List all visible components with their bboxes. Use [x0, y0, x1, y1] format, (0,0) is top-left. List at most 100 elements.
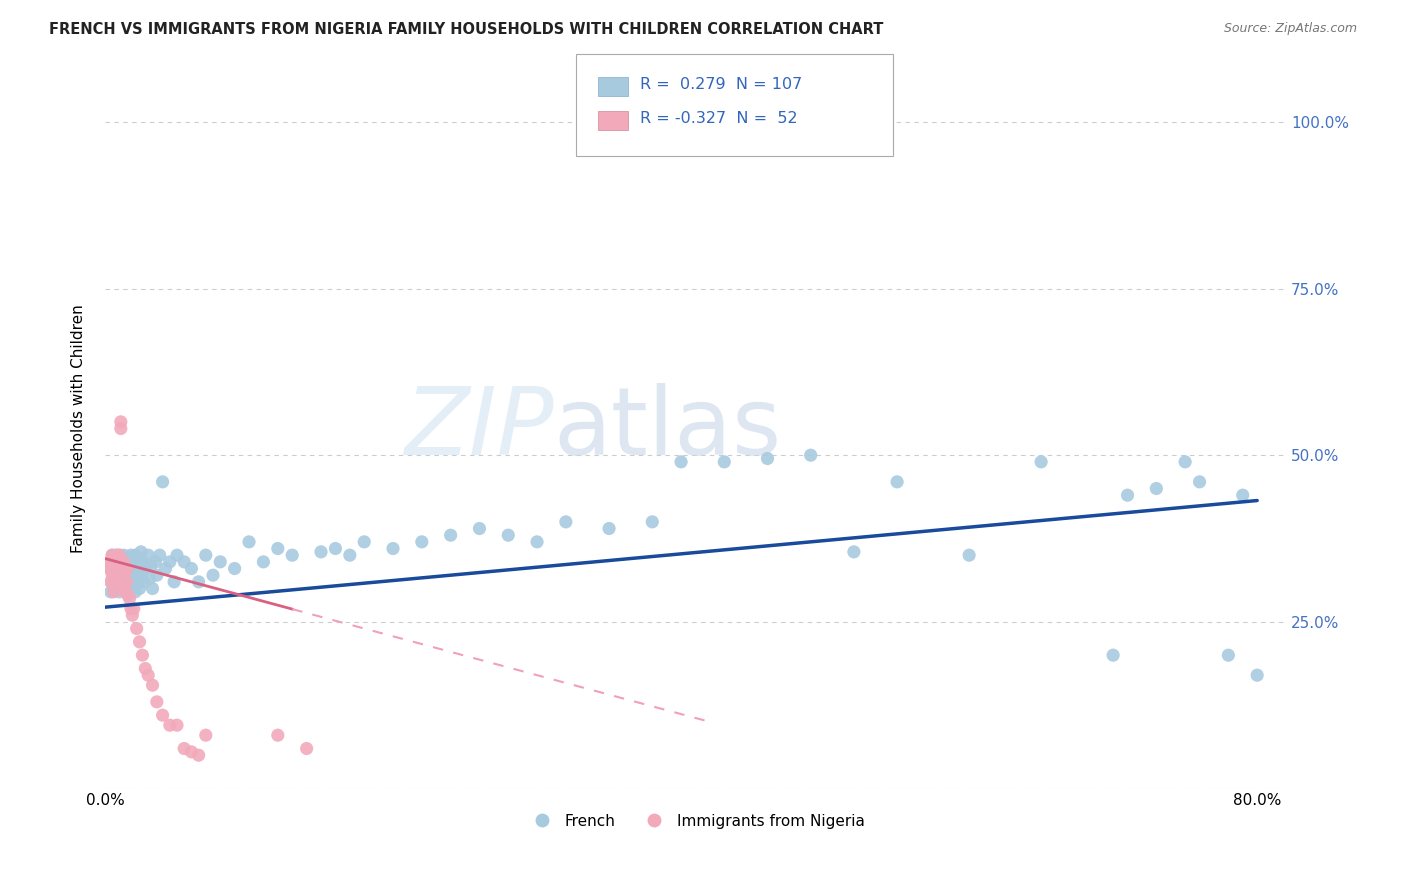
Point	[115, 565, 138, 579]
Point	[146, 568, 169, 582]
Point	[187, 574, 209, 589]
Point	[105, 561, 128, 575]
Point	[111, 555, 134, 569]
Text: ZIP: ZIP	[404, 383, 554, 474]
Point	[713, 455, 735, 469]
Y-axis label: Family Households with Children: Family Households with Children	[72, 304, 86, 553]
Point	[122, 568, 145, 582]
Point	[1116, 488, 1139, 502]
Point	[295, 741, 318, 756]
Point	[281, 548, 304, 562]
Point	[103, 561, 125, 575]
Point	[115, 578, 138, 592]
Point	[1102, 648, 1125, 663]
Point	[141, 678, 163, 692]
Point	[127, 572, 149, 586]
Point	[155, 561, 177, 575]
Point	[103, 585, 125, 599]
Point	[112, 574, 135, 589]
Point	[800, 448, 823, 462]
Point	[117, 588, 139, 602]
Point	[411, 534, 433, 549]
Point	[122, 555, 145, 569]
Point	[134, 561, 156, 575]
Point	[166, 548, 188, 562]
Point	[180, 561, 202, 575]
Point	[114, 561, 136, 575]
Point	[110, 565, 132, 579]
Point	[101, 548, 124, 562]
Point	[107, 568, 129, 582]
Point	[526, 534, 548, 549]
Point	[117, 558, 139, 573]
Point	[108, 548, 131, 562]
Point	[131, 555, 153, 569]
Point	[132, 574, 155, 589]
Point	[125, 622, 148, 636]
Point	[115, 561, 138, 575]
Point	[1232, 488, 1254, 502]
Point	[128, 635, 150, 649]
Point	[127, 555, 149, 569]
Point	[108, 561, 131, 575]
Point	[1188, 475, 1211, 489]
Point	[141, 582, 163, 596]
Point	[1174, 455, 1197, 469]
Point	[105, 574, 128, 589]
Point	[103, 555, 125, 569]
Text: atlas: atlas	[554, 383, 782, 475]
Point	[111, 568, 134, 582]
Point	[138, 572, 160, 586]
Point	[201, 568, 224, 582]
Point	[111, 568, 134, 582]
Point	[129, 568, 152, 582]
Point	[149, 548, 172, 562]
Point	[252, 555, 274, 569]
Point	[105, 548, 128, 562]
Point	[103, 574, 125, 589]
Point	[112, 555, 135, 569]
Point	[108, 548, 131, 562]
Point	[129, 545, 152, 559]
Point	[136, 548, 159, 562]
Point	[131, 648, 153, 663]
Point	[112, 558, 135, 573]
Point	[104, 561, 127, 575]
Point	[112, 574, 135, 589]
Point	[98, 561, 121, 575]
Point	[194, 548, 217, 562]
Point	[842, 545, 865, 559]
Point	[120, 548, 142, 562]
Point	[382, 541, 405, 556]
Point	[101, 555, 124, 569]
Point	[146, 695, 169, 709]
Text: Source: ZipAtlas.com: Source: ZipAtlas.com	[1223, 22, 1357, 36]
Point	[101, 548, 124, 562]
Point	[111, 582, 134, 596]
Point	[118, 551, 141, 566]
Point	[886, 475, 908, 489]
Point	[100, 585, 122, 599]
Point	[101, 574, 124, 589]
Point	[118, 591, 141, 606]
Point	[187, 748, 209, 763]
Point	[115, 574, 138, 589]
Point	[114, 572, 136, 586]
Point	[468, 522, 491, 536]
Point	[125, 574, 148, 589]
Point	[108, 561, 131, 575]
Point	[145, 555, 167, 569]
Point	[180, 745, 202, 759]
Point	[114, 565, 136, 579]
Point	[103, 568, 125, 582]
Point	[100, 555, 122, 569]
Point	[128, 582, 150, 596]
Point	[108, 558, 131, 573]
Point	[440, 528, 463, 542]
Point	[224, 561, 246, 575]
Text: R = -0.327  N =  52: R = -0.327 N = 52	[640, 112, 797, 126]
Point	[104, 551, 127, 566]
Point	[110, 574, 132, 589]
Point	[173, 741, 195, 756]
Point	[267, 541, 290, 556]
